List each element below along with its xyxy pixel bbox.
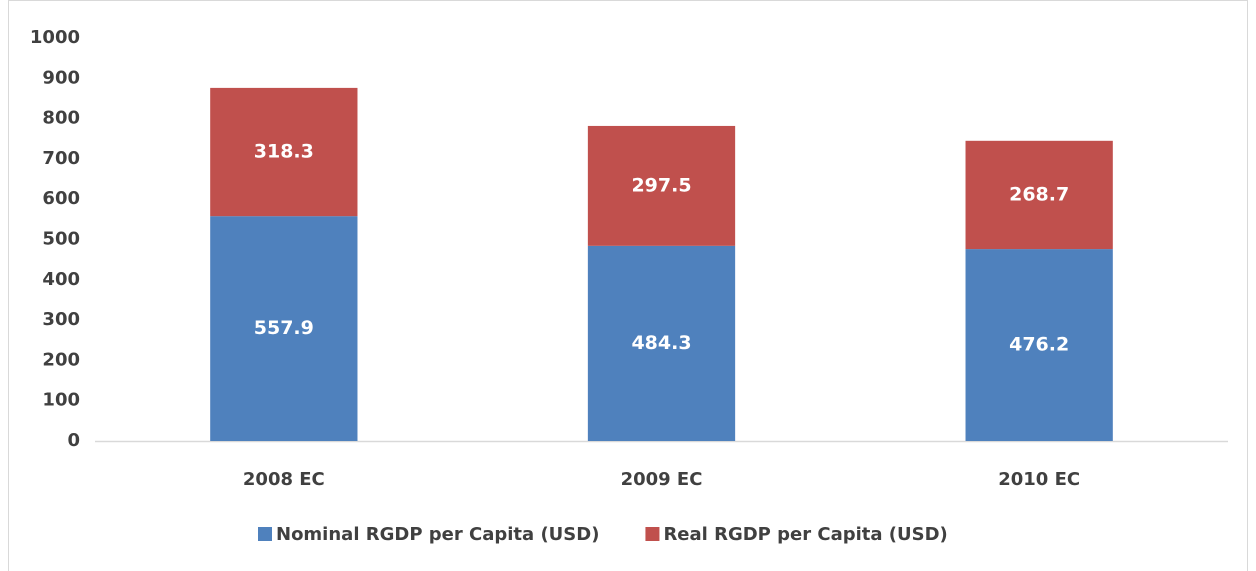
legend-label: Real RGDP per Capita (USD): [663, 524, 947, 545]
bar-segment: [965, 140, 1113, 250]
value-label: 297.5: [631, 174, 691, 196]
legend-swatch: [645, 527, 660, 541]
y-tick-label: 500: [42, 229, 80, 250]
x-tick-label: 2008 EC: [243, 469, 325, 490]
y-tick-label: 1000: [30, 27, 80, 48]
y-tick-label: 200: [42, 349, 80, 370]
legend-label: Nominal RGDP per Capita (USD): [276, 524, 599, 545]
bar-segment: [965, 249, 1113, 441]
y-tick-label: 400: [42, 269, 80, 290]
value-label: 484.3: [631, 332, 691, 354]
y-tick-label: 800: [42, 108, 80, 129]
y-tick-label: 600: [42, 188, 80, 209]
legend-swatch: [258, 527, 272, 541]
bar-segment: [210, 87, 358, 217]
x-tick-label: 2009 EC: [621, 469, 703, 490]
bar-segment: [210, 216, 358, 441]
y-tick-label: 0: [67, 430, 80, 451]
y-tick-label: 300: [42, 309, 80, 330]
y-tick-label: 900: [42, 67, 80, 88]
y-tick-label: 100: [42, 390, 80, 411]
x-tick-label: 2010 EC: [998, 469, 1080, 490]
y-tick-label: 700: [42, 148, 80, 169]
chart-border: [8, 0, 1248, 571]
value-label: 318.3: [254, 141, 314, 163]
value-label: 268.7: [1009, 183, 1069, 205]
value-label: 476.2: [1009, 334, 1069, 356]
value-label: 557.9: [254, 317, 314, 339]
bar-segment: [587, 125, 736, 246]
bar-segment: [587, 245, 736, 441]
